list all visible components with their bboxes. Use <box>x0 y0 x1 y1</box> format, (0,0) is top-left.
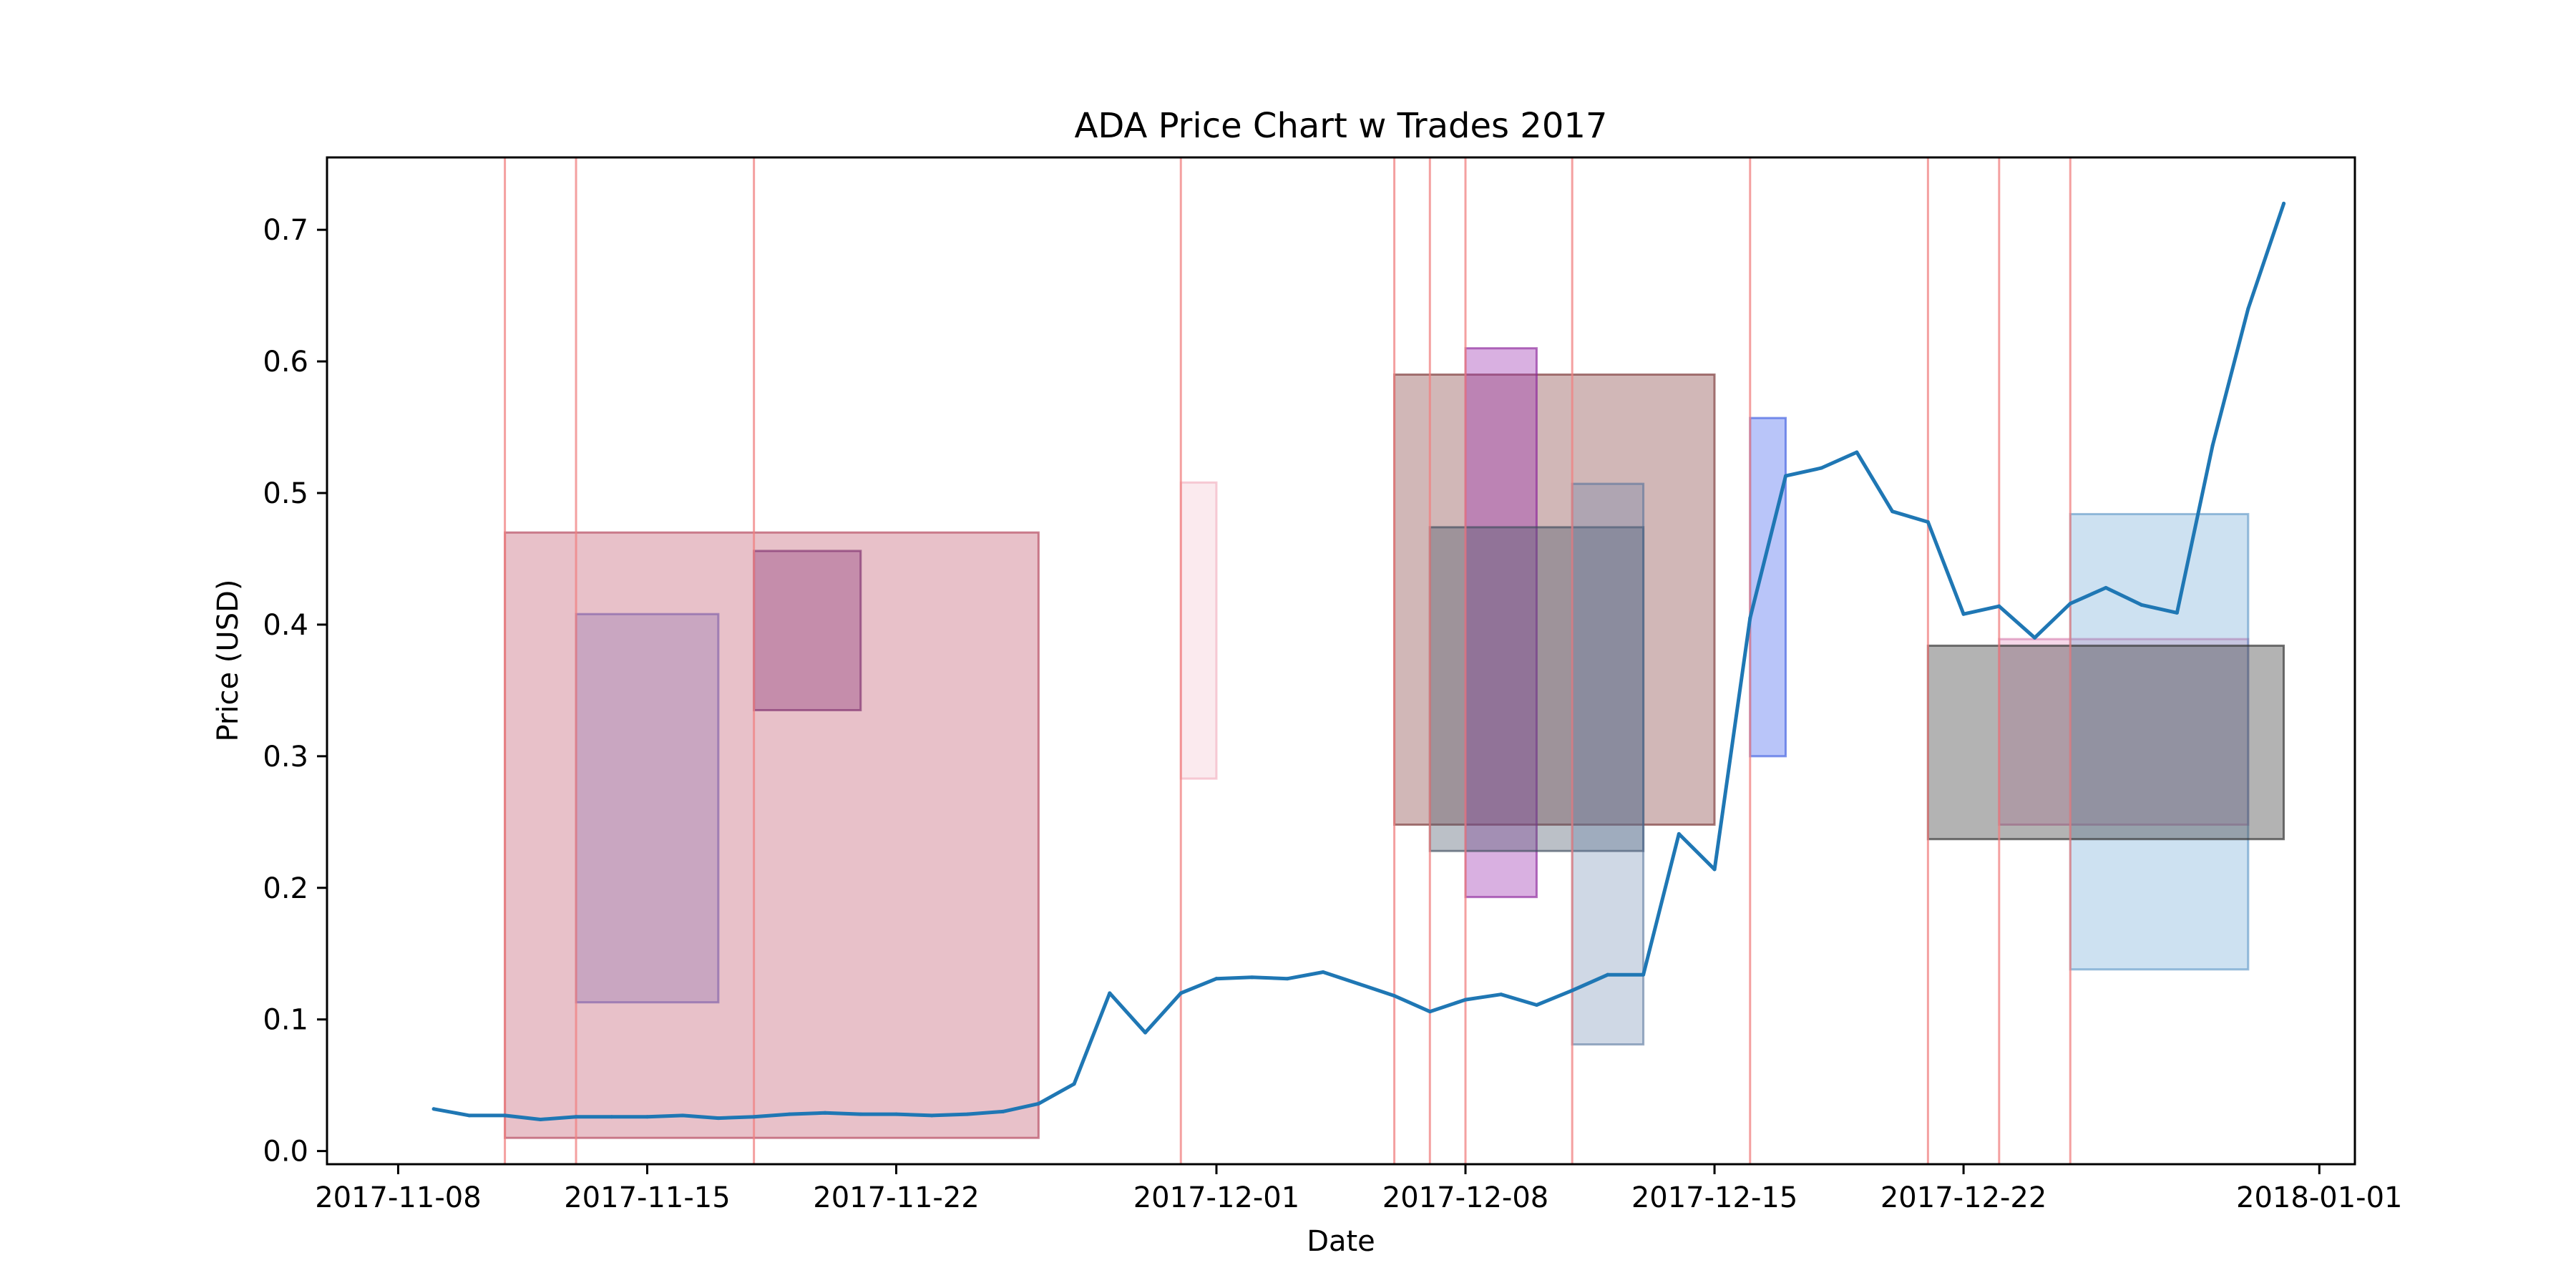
trade-box-2 <box>753 550 862 711</box>
price-series <box>431 201 2286 1121</box>
x-tick-label-4: 2017-12-08 <box>1382 1181 1548 1214</box>
price-point-22 <box>1214 977 1219 981</box>
price-point-28 <box>1428 1010 1432 1014</box>
price-point-39 <box>1819 466 1823 470</box>
price-point-42 <box>1926 519 1930 524</box>
price-point-37 <box>1748 616 1752 620</box>
price-point-27 <box>1392 994 1397 998</box>
y-tick-label-3: 0.3 <box>263 741 308 774</box>
trade-box-5 <box>1464 347 1538 899</box>
trade-boxes <box>504 347 2285 1139</box>
price-point-3 <box>538 1117 542 1121</box>
price-point-13 <box>894 1112 899 1116</box>
y-tick-label-1: 0.1 <box>263 1004 308 1037</box>
price-point-0 <box>431 1107 436 1111</box>
price-point-26 <box>1357 982 1361 986</box>
price-point-29 <box>1463 997 1468 1002</box>
x-tick-label-3: 2017-12-01 <box>1133 1181 1299 1214</box>
price-point-23 <box>1250 975 1254 980</box>
trade-box-1 <box>575 613 720 1004</box>
x-tick-label-6: 2017-12-22 <box>1880 1181 2046 1214</box>
x-tick-label-5: 2017-12-15 <box>1631 1181 1797 1214</box>
price-point-1 <box>467 1113 472 1118</box>
trade-box-7 <box>1571 482 1645 1046</box>
price-point-31 <box>1534 1002 1538 1007</box>
price-point-25 <box>1321 970 1325 974</box>
trade-box-9 <box>1998 638 2250 826</box>
price-point-34 <box>1641 972 1646 977</box>
price-point-48 <box>2140 602 2144 607</box>
x-axis-ticks: 2017-11-08 2017-11-15 2017-11-22 2017-12-01… <box>315 1164 2403 1214</box>
y-tick-label-0: 0.0 <box>263 1136 308 1169</box>
price-point-7 <box>680 1113 685 1118</box>
price-point-35 <box>1677 831 1681 836</box>
price-point-32 <box>1570 988 1574 992</box>
price-point-24 <box>1285 977 1289 981</box>
price-point-47 <box>2104 585 2108 590</box>
price-point-15 <box>965 1112 970 1116</box>
x-tick-label-2: 2017-11-22 <box>813 1181 979 1214</box>
trade-box-4 <box>1393 373 1716 826</box>
price-point-40 <box>1855 450 1859 454</box>
price-point-10 <box>787 1112 791 1116</box>
chart-title: ADA Price Chart w Trades 2017 <box>1075 106 1608 146</box>
price-point-11 <box>823 1111 827 1115</box>
price-point-6 <box>645 1115 649 1119</box>
price-point-51 <box>2246 307 2250 311</box>
price-point-12 <box>859 1112 863 1116</box>
y-axis-label: Price (USD) <box>212 580 245 742</box>
x-tick-label-0: 2017-11-08 <box>315 1181 481 1214</box>
x-axis-label: Date <box>1307 1225 1375 1258</box>
price-point-9 <box>752 1115 756 1119</box>
price-point-33 <box>1606 972 1610 977</box>
x-tick-label-7: 2018-01-01 <box>2236 1181 2402 1214</box>
trade-box-11 <box>1926 644 2285 841</box>
y-tick-label-7: 0.7 <box>263 214 308 247</box>
price-point-30 <box>1499 992 1503 997</box>
price-point-4 <box>574 1115 578 1119</box>
trade-box-3 <box>1179 481 1218 780</box>
price-point-45 <box>2033 635 2037 640</box>
price-point-52 <box>2282 201 2286 205</box>
y-tick-label-5: 0.5 <box>263 477 308 510</box>
price-point-2 <box>503 1113 507 1118</box>
y-tick-label-2: 0.2 <box>263 872 308 905</box>
price-point-16 <box>1001 1109 1005 1113</box>
x-tick-label-1: 2017-11-15 <box>564 1181 730 1214</box>
trade-box-0 <box>504 531 1040 1139</box>
price-point-21 <box>1179 991 1183 995</box>
y-tick-label-6: 0.6 <box>263 346 308 379</box>
price-point-49 <box>2175 610 2179 615</box>
price-point-20 <box>1143 1030 1148 1035</box>
price-point-36 <box>1712 867 1717 872</box>
trade-box-8 <box>1749 416 1787 758</box>
price-point-5 <box>610 1115 614 1119</box>
price-point-41 <box>1890 509 1895 514</box>
price-point-17 <box>1036 1101 1040 1106</box>
price-point-50 <box>2210 444 2215 448</box>
price-point-43 <box>1961 612 1966 616</box>
price-point-46 <box>2068 601 2072 605</box>
y-axis-ticks: 0.0 0.1 0.2 0.3 0.4 0.5 0.6 0.7 <box>263 214 327 1169</box>
price-point-18 <box>1072 1082 1076 1086</box>
price-point-14 <box>930 1113 934 1118</box>
price-point-19 <box>1108 991 1112 995</box>
y-tick-label-4: 0.4 <box>263 609 308 642</box>
price-point-38 <box>1783 474 1787 478</box>
plot-frame <box>326 156 2356 1166</box>
price-point-44 <box>1997 604 2001 608</box>
price-point-8 <box>716 1116 721 1121</box>
